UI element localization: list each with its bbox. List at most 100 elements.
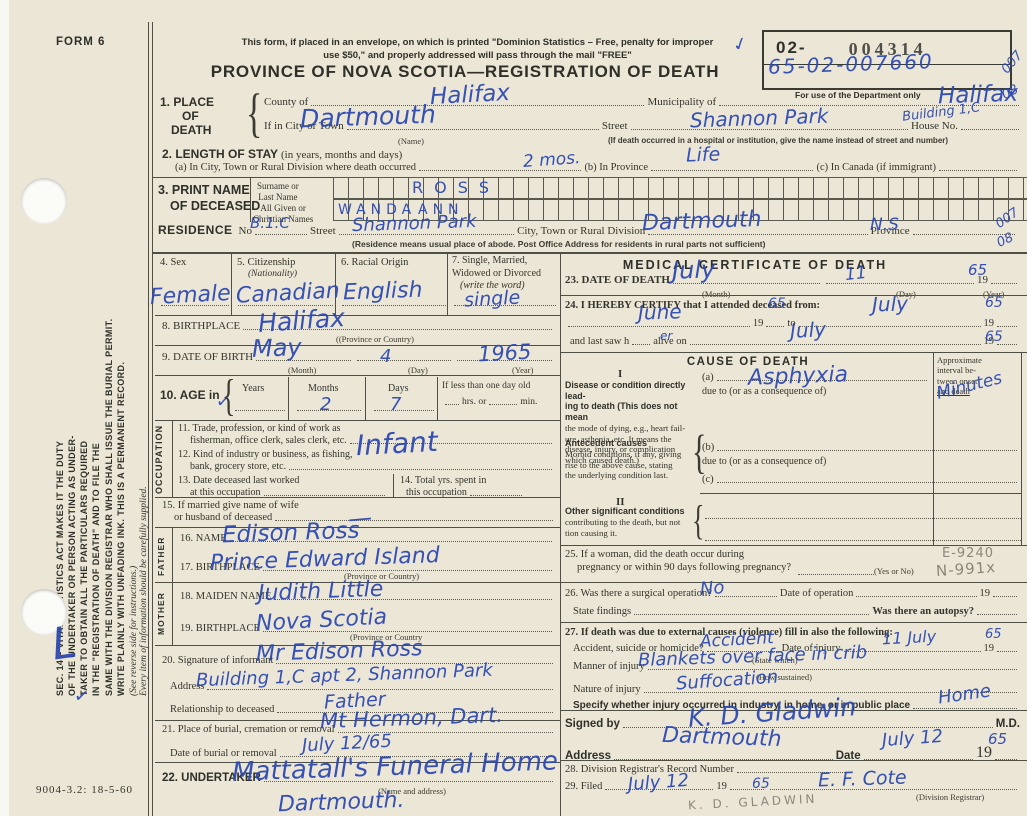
mother-vertical-label: MOTHER [156, 592, 166, 635]
direct-cause-label: ing to death (This does not mean [565, 401, 678, 423]
year-19: 19 [983, 643, 995, 654]
pencil-code: N-991x [935, 557, 997, 581]
given-names-grid [333, 199, 1027, 221]
grid-cell [678, 177, 694, 199]
medical-certificate-title: MEDICAL CERTIFICATE OF DEATH [622, 258, 888, 272]
grid-cell [783, 199, 799, 221]
informant-label: 20. Signature of informant [162, 655, 274, 666]
age-less-label: If less than one day old [442, 381, 531, 391]
autopsy-label: Was there an autopsy? [872, 606, 974, 617]
grid-cell [873, 177, 889, 199]
sidebar-line: OF THE UNDERTAKER OR PERSON ACTING AS UN… [67, 435, 78, 696]
interval-label: interval be- [937, 365, 976, 376]
grid-cell [918, 199, 934, 221]
brace: { [692, 497, 705, 544]
grid-cell [828, 199, 844, 221]
signed-date-field [863, 757, 973, 760]
division-registrar-sub: (Division Registrar) [916, 792, 985, 802]
last-saw-handwriting: July [789, 317, 827, 343]
findings-label: State findings [573, 606, 632, 617]
accident-field [706, 649, 779, 652]
grid-cell [768, 199, 784, 221]
s14-field [469, 493, 522, 496]
s13-field [263, 493, 385, 496]
specify-field [913, 706, 1017, 709]
last-saw-fill-field [632, 342, 651, 345]
filed-year-field [729, 787, 764, 790]
grid-cell [663, 177, 679, 199]
s15-label: 15. If married give name of wife [162, 500, 299, 511]
racial-field [342, 303, 446, 306]
interval-label: and death [937, 386, 970, 397]
s2b-label: (b) In Province [584, 162, 649, 173]
other-conditions-field [705, 538, 1021, 541]
registrar-record-field [737, 770, 847, 773]
sidebar-line: SAME WITH THE DIVISION REGISTRAR WHO SHA… [103, 318, 114, 696]
pregnancy-field [798, 572, 874, 575]
surname-handwriting: ROSS [412, 178, 501, 197]
filed-label: 29. Filed [565, 781, 603, 792]
pencil-name: K. D. GLADWIN [687, 791, 818, 813]
rule [437, 377, 438, 420]
city-handwriting: Dartmouth [299, 99, 437, 134]
municipality-field [719, 103, 1019, 106]
s1-label: 1. PLACE [160, 95, 215, 109]
rule [560, 760, 1027, 761]
last-saw-fill-handwriting: er [660, 329, 673, 343]
rule [155, 345, 560, 346]
filed-year-handwriting: 65 [752, 776, 770, 792]
cause-c-field [716, 480, 1017, 483]
s3-label: OF DECEASED [170, 199, 261, 214]
sidebar-line: IN THE "REGISTRATION OF DEATH" AND TO FI… [91, 442, 102, 696]
rule [560, 545, 1027, 546]
grid-cell [903, 199, 919, 221]
grid-cell [828, 177, 844, 199]
yes-or-no-sub: (Yes or No) [874, 566, 914, 576]
operation-handwriting: No [699, 576, 726, 601]
operation-field [714, 594, 777, 597]
injury-date-handwriting: 11 July [881, 626, 937, 649]
grid-cell [588, 199, 604, 221]
cause-a-label: (a) [702, 372, 714, 383]
grid-cell [633, 177, 649, 199]
physician-address-label: Address [565, 750, 612, 762]
house-no-field [961, 127, 1019, 130]
given-name-handwriting: ANN [418, 202, 464, 218]
s2a-field [419, 168, 582, 171]
grid-cell [393, 177, 409, 199]
name-subcaption: (Name) [398, 136, 424, 146]
grid-cell [528, 199, 544, 221]
surname-label: Last Name [258, 191, 298, 202]
grid-cell [948, 199, 964, 221]
mother-birthplace-sub: (Province or Country [350, 632, 423, 642]
given-name-handwriting: WANDA [338, 202, 417, 218]
scan-edge [0, 0, 9, 816]
hole-punch [21, 589, 67, 635]
grid-cell [333, 177, 349, 199]
year-19: 19 [983, 318, 995, 329]
residence-no-handwriting: B.1.C [250, 214, 290, 232]
rule [155, 582, 560, 583]
year-19: 19 [979, 588, 991, 599]
mother-maiden-field [274, 597, 552, 600]
signed-by-label: Signed by [565, 718, 620, 730]
attended-to-field [798, 324, 981, 327]
residence-city-field [648, 232, 868, 235]
grid-cell [1008, 177, 1024, 199]
form-number: FORM 6 [56, 36, 106, 48]
grid-cell [918, 177, 934, 199]
county-field [311, 103, 645, 106]
dept-stamp-number: 004314 [848, 39, 927, 59]
grid-cell [933, 177, 949, 199]
street-handwriting: Shannon Park [689, 103, 829, 133]
undertaker-field [263, 779, 553, 782]
dob-month-field [256, 358, 351, 361]
attended-from-field [568, 324, 750, 327]
father-name-handwriting: Edison Ross [221, 517, 360, 549]
rule [560, 710, 1027, 711]
cause-b-label: (b) [702, 442, 715, 453]
county-handwriting: Halifax [429, 79, 511, 111]
grid-cell [843, 199, 859, 221]
to-label: to [787, 318, 796, 329]
